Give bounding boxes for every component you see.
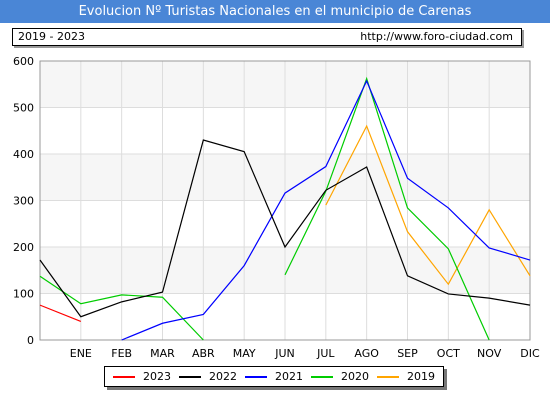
y-tick-label: 500 — [13, 102, 34, 115]
legend-swatch — [113, 376, 135, 378]
y-tick-label: 100 — [13, 288, 34, 301]
legend-label: 2020 — [341, 370, 369, 383]
y-tick-label: 400 — [13, 148, 34, 161]
x-tick-label: ABR — [192, 347, 215, 360]
legend-swatch — [245, 376, 267, 378]
series-line-2021 — [121, 79, 531, 341]
legend-swatch — [377, 376, 399, 378]
x-tick-label: AGO — [354, 347, 379, 360]
series-line-2023 — [39, 304, 82, 322]
period-label: 2019 - 2023 — [18, 30, 85, 43]
y-tick-label: 0 — [27, 334, 34, 347]
y-tick-label: 600 — [13, 55, 34, 68]
legend-label: 2022 — [209, 370, 237, 383]
x-tick-label: MAR — [150, 347, 175, 360]
series-line-2020 — [39, 275, 204, 341]
x-tick-label: FEB — [111, 347, 132, 360]
chart-legend: 2023 2022 2021 2020 2019 — [104, 366, 444, 387]
chart-title: Evolucion Nº Turistas Nacionales en el m… — [0, 0, 550, 23]
legend-label: 2021 — [275, 370, 303, 383]
x-tick-label: JUN — [274, 347, 295, 360]
legend-label: 2019 — [407, 370, 435, 383]
info-bar: 2019 - 2023 http://www.foro-ciudad.com — [12, 28, 522, 46]
x-tick-label: NOV — [477, 347, 502, 360]
x-tick-label: SEP — [397, 347, 418, 360]
y-tick-label: 300 — [13, 195, 34, 208]
legend-swatch — [311, 376, 333, 378]
series-line-2020 — [284, 76, 490, 341]
x-tick-label: DIC — [520, 347, 540, 360]
x-tick-label: MAY — [233, 347, 256, 360]
x-tick-label: ENE — [70, 347, 92, 360]
series-line-2019 — [325, 124, 531, 286]
plot-border — [39, 60, 531, 341]
legend-label: 2023 — [143, 370, 171, 383]
source-url: http://www.foro-ciudad.com — [360, 30, 513, 43]
x-tick-label: OCT — [437, 347, 460, 360]
x-tick-label: JUL — [316, 347, 335, 360]
y-tick-label: 200 — [13, 241, 34, 254]
series-line-2022 — [39, 139, 531, 318]
legend-swatch — [179, 376, 201, 378]
